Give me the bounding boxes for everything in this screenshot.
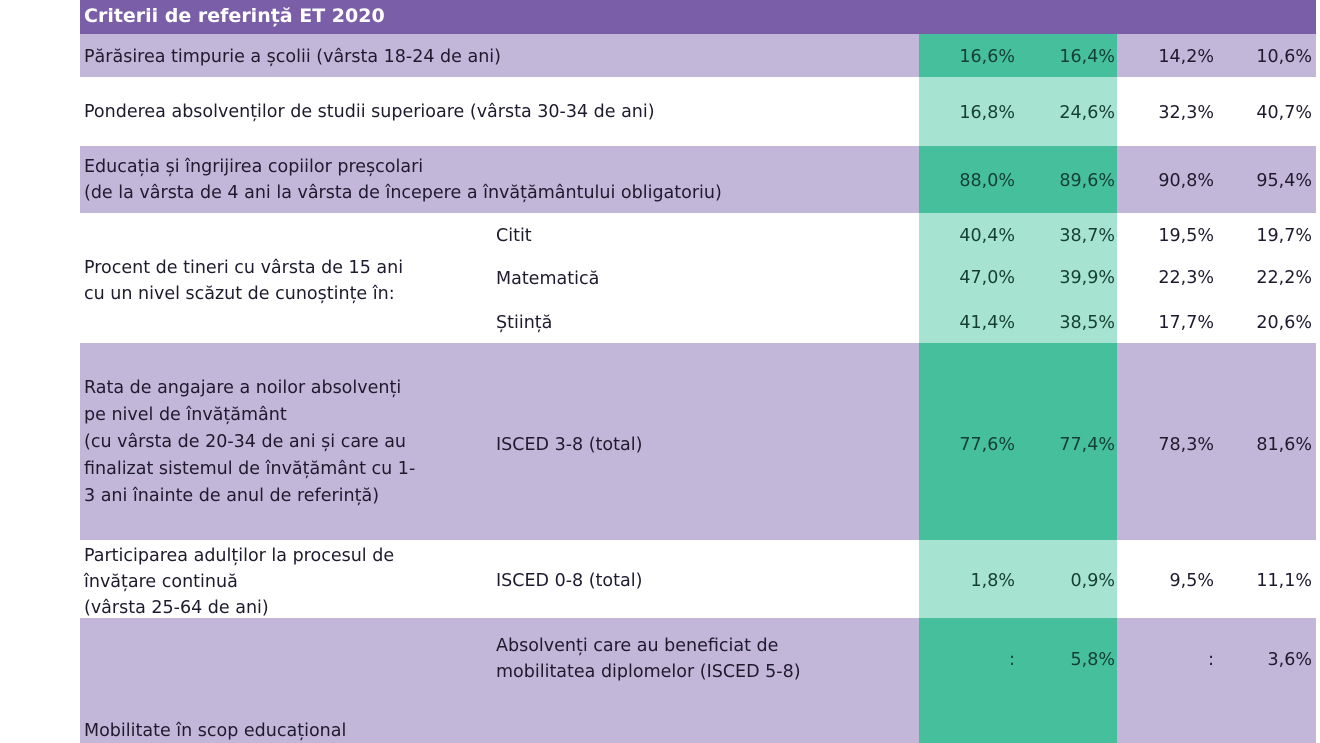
value-cell: 89,6% <box>1059 171 1115 191</box>
row-label: 3 ani înainte de anul de referință) <box>84 486 380 506</box>
sub-label-mobility: Absolvenți care au beneficiat de <box>496 636 779 656</box>
highlight-cell <box>919 146 1117 213</box>
row-label: pe nivel de învățământ <box>84 405 287 425</box>
highlight-cell <box>919 34 1117 77</box>
value-cell: 38,5% <box>1059 313 1115 333</box>
value-cell: 90,8% <box>1158 171 1214 191</box>
row-label: Rata de angajare a noilor absolvenți <box>84 378 402 398</box>
table-title: Criterii de referință ET 2020 <box>84 5 385 27</box>
row-label: învățare continuă <box>84 572 238 592</box>
value-cell: 41,4% <box>959 313 1015 333</box>
row-label: Mobilitate în scop educațional <box>84 721 347 741</box>
value-cell: 24,6% <box>1059 103 1115 123</box>
highlight-cell <box>919 540 1117 618</box>
value-cell: 0,9% <box>1070 571 1115 591</box>
table-header: Criterii de referință ET 2020 <box>80 0 1316 34</box>
value-cell: : <box>1208 650 1214 670</box>
value-cell: : <box>1009 650 1015 670</box>
value-cell: 1,8% <box>970 571 1015 591</box>
value-cell: 47,0% <box>959 268 1015 288</box>
value-cell: 11,1% <box>1256 571 1312 591</box>
value-cell: 81,6% <box>1256 435 1312 455</box>
value-cell: 16,8% <box>959 103 1015 123</box>
row-label: (de la vârsta de 4 ani la vârsta de înce… <box>84 183 722 203</box>
value-cell: 39,9% <box>1059 268 1115 288</box>
value-cell: 17,7% <box>1158 313 1214 333</box>
value-cell: 95,4% <box>1256 171 1312 191</box>
highlight-cell <box>919 77 1117 146</box>
row-label: Părăsirea timpurie a școlii (vârsta 18-2… <box>84 47 502 67</box>
highlight-cell <box>919 213 1117 343</box>
value-cell: 10,6% <box>1256 47 1312 67</box>
row-bg-adult <box>80 540 490 618</box>
value-cell: 38,7% <box>1059 226 1115 246</box>
sub-label-mobility: mobilitatea diplomelor (ISCED 5-8) <box>496 662 801 682</box>
value-cell: 20,6% <box>1256 313 1312 333</box>
highlight-cell <box>919 618 1117 743</box>
value-cell: 22,2% <box>1256 268 1312 288</box>
row-label: (vârsta 25-64 de ani) <box>84 598 269 618</box>
value-cell: 77,4% <box>1059 435 1115 455</box>
highlight-cell <box>919 343 1117 540</box>
sub-label-isced-0-8: ISCED 0-8 (total) <box>496 571 643 591</box>
value-cell: 9,5% <box>1169 571 1214 591</box>
row-label: Participarea adulților la procesul de <box>84 546 395 566</box>
value-cell: 40,7% <box>1256 103 1312 123</box>
value-cell: 16,6% <box>959 47 1015 67</box>
value-cell: 88,0% <box>959 171 1015 191</box>
row-bg-adult-sub <box>490 540 1316 618</box>
sub-label-isced-3-8: ISCED 3-8 (total) <box>496 435 643 455</box>
value-cell: 40,4% <box>959 226 1015 246</box>
value-cell: 19,7% <box>1256 226 1312 246</box>
row-label: Ponderea absolvenților de studii superio… <box>84 102 655 122</box>
value-cell: 78,3% <box>1158 435 1214 455</box>
row-label: cu un nivel scăzut de cunoștințe în: <box>84 284 395 304</box>
sub-label-matematica: Matematică <box>496 269 600 289</box>
value-cell: 14,2% <box>1158 47 1214 67</box>
sub-label-stiinta: Știință <box>496 313 553 333</box>
value-cell: 77,6% <box>959 435 1015 455</box>
value-cell: 16,4% <box>1059 47 1115 67</box>
value-cell: 32,3% <box>1158 103 1214 123</box>
value-cell: 22,3% <box>1158 268 1214 288</box>
sub-label-citit: Citit <box>496 226 532 246</box>
value-cell: 5,8% <box>1070 650 1115 670</box>
row-label: Procent de tineri cu vârsta de 15 ani <box>84 258 404 278</box>
row-label: Educația și îngrijirea copiilor preșcola… <box>84 157 424 177</box>
value-cell: 19,5% <box>1158 226 1214 246</box>
row-label: finalizat sistemul de învățământ cu 1- <box>84 459 416 479</box>
row-label: (cu vârsta de 20-34 de ani și care au <box>84 432 407 452</box>
value-cell: 3,6% <box>1267 650 1312 670</box>
